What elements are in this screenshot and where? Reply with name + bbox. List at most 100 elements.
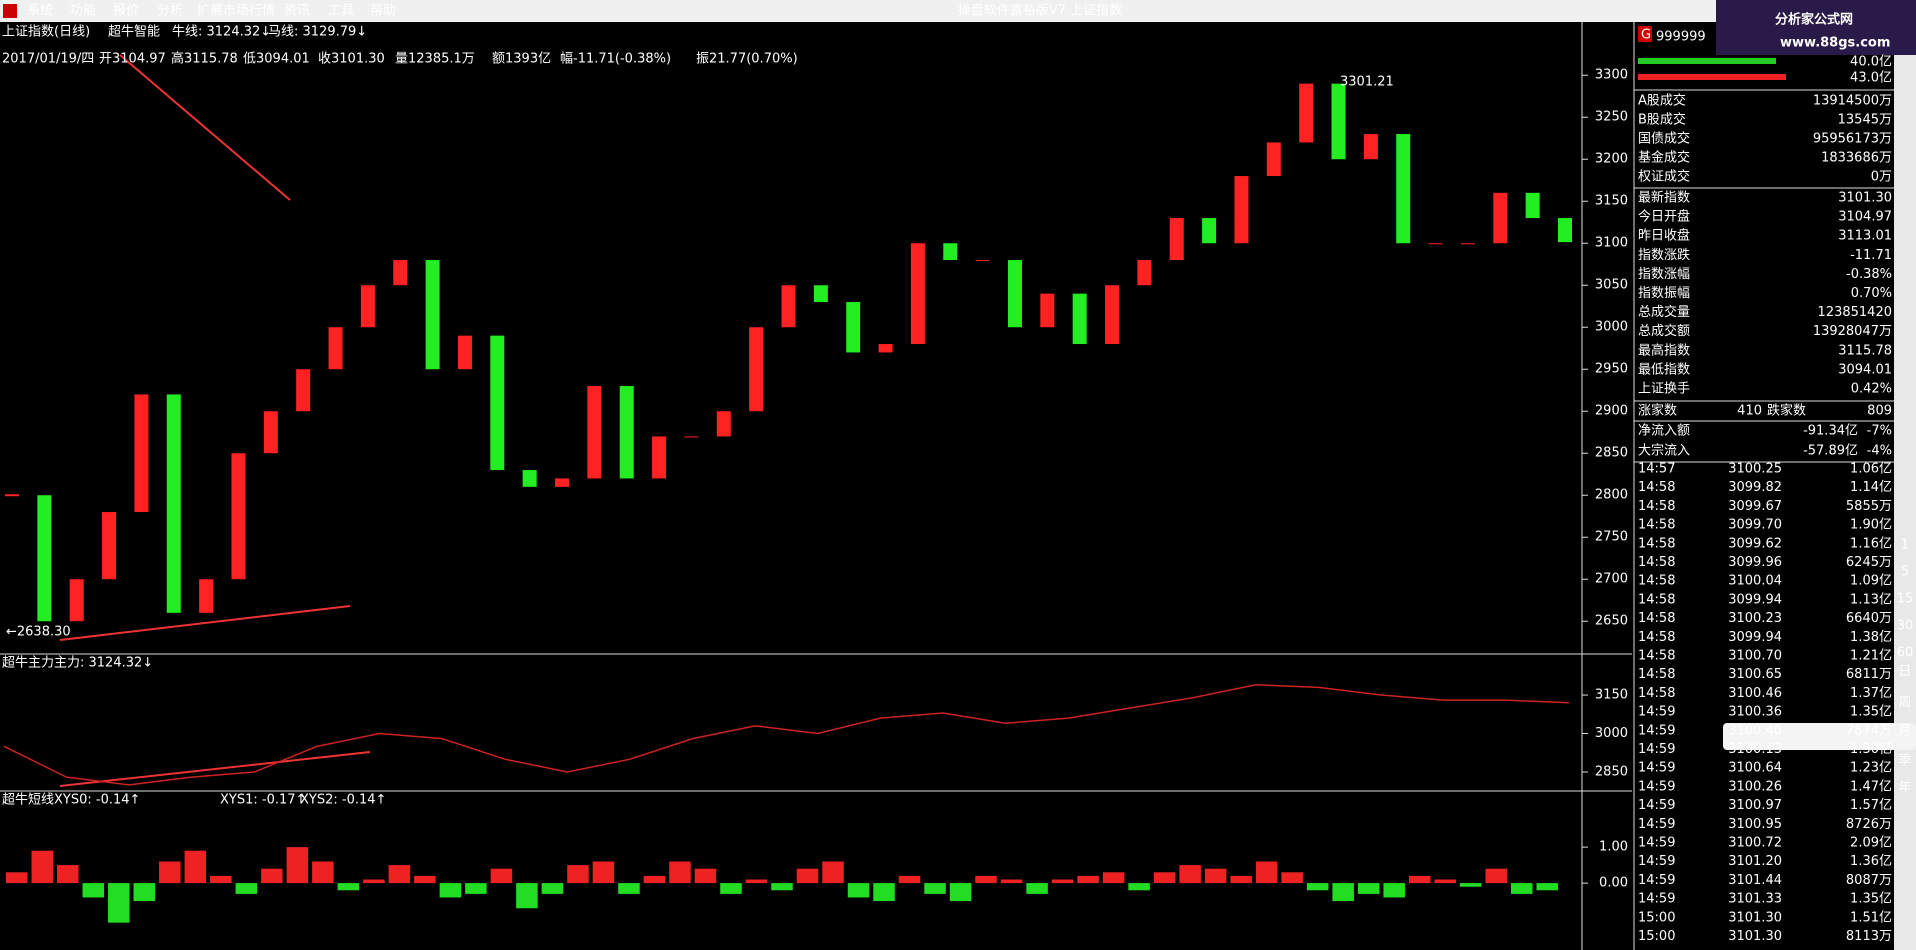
period-button[interactable]: 60 <box>1897 646 1914 661</box>
period-button[interactable]: 30 <box>1897 619 1914 634</box>
candle <box>134 394 149 513</box>
candle <box>684 436 699 438</box>
menu-item[interactable]: 扩展市场行情 <box>197 3 275 19</box>
y-tick-label: 3150 <box>1595 688 1628 703</box>
oscillator-bar <box>414 875 436 884</box>
row-label: 大宗流入 <box>1638 443 1690 459</box>
candle <box>231 453 246 580</box>
tick-price: 3101.44 <box>1728 873 1782 888</box>
candle <box>1169 218 1184 261</box>
tick-time: 14:59 <box>1638 854 1675 869</box>
tick-time: 14:59 <box>1638 779 1675 794</box>
row-label: 今日开盘 <box>1638 209 1690 225</box>
menu-item[interactable]: 资讯 <box>284 4 310 19</box>
bar-label: 40.0亿 <box>1850 55 1892 70</box>
arrow <box>59 751 371 787</box>
candle <box>393 260 408 286</box>
oscillator-bar <box>516 883 538 909</box>
oscillator-bar <box>184 850 207 884</box>
period-button[interactable]: 1 <box>1901 538 1909 553</box>
candle <box>1202 218 1217 244</box>
tick-time: 14:59 <box>1638 836 1675 851</box>
row-label: 最低指数 <box>1638 362 1690 377</box>
menu-item[interactable]: 分析 <box>157 4 183 19</box>
tick-time: 14:59 <box>1638 817 1675 832</box>
menu-item[interactable]: 功能 <box>70 4 96 19</box>
tick-volume: 1.57亿 <box>1850 798 1892 813</box>
menu-item[interactable]: 工具 <box>328 4 354 19</box>
candle <box>1363 134 1378 160</box>
row-label: 基金成交 <box>1638 150 1690 166</box>
tick-volume: 7874万 <box>1846 723 1892 738</box>
oscillator-bar <box>1281 872 1303 884</box>
row-value: 809 <box>1867 404 1892 419</box>
period-button[interactable]: 年 <box>1898 781 1911 796</box>
tick-volume: 2.09亿 <box>1850 836 1892 851</box>
row-label: 总成交额 <box>1638 323 1690 339</box>
period-button[interactable]: 5 <box>1901 565 1909 580</box>
y-tick-label: 2750 <box>1595 530 1628 545</box>
oscillator-bar <box>1204 868 1227 884</box>
menu-item[interactable]: 报价 <box>113 4 139 19</box>
menu-item[interactable]: 系统 <box>27 4 53 19</box>
menu-bar <box>0 0 1916 22</box>
tick-volume: 6640万 <box>1846 611 1892 626</box>
candle <box>1137 260 1152 286</box>
oscillator-bar <box>1128 883 1150 891</box>
oscillator-bar <box>1179 865 1201 884</box>
candle <box>457 335 472 370</box>
tick-volume: 1.35亿 <box>1850 892 1892 907</box>
candle <box>1299 83 1314 143</box>
tick-time: 14:57 <box>1638 462 1675 477</box>
tick-price: 3099.67 <box>1728 499 1782 514</box>
tick-volume: 1.36亿 <box>1850 854 1892 869</box>
panel-label: XYS1: -0.17↑ <box>220 793 306 808</box>
arrow <box>59 605 351 641</box>
period-button[interactable]: 季 <box>1898 754 1911 769</box>
period-button[interactable]: 15 <box>1897 592 1914 607</box>
tick-time: 14:58 <box>1638 555 1675 570</box>
oscillator-bar <box>924 883 946 894</box>
period-button[interactable]: 月 <box>1898 724 1911 739</box>
oscillator-bar <box>82 883 105 898</box>
sidebar <box>1894 22 1916 950</box>
panel-title: 超牛短线 <box>2 793 54 808</box>
tick-price: 3099.94 <box>1728 592 1782 607</box>
y-tick-label: 3150 <box>1595 194 1628 209</box>
tick-price: 3099.62 <box>1728 536 1782 551</box>
tick-volume: 1.13亿 <box>1850 592 1892 607</box>
candle <box>555 478 570 487</box>
tick-price: 3099.82 <box>1728 480 1782 495</box>
y-tick-label: 2700 <box>1595 572 1628 587</box>
oscillator-bar <box>1510 883 1533 894</box>
tick-time: 14:58 <box>1638 630 1675 645</box>
high-annotation: 3301.21 <box>1340 75 1394 90</box>
tick-price: 3100.70 <box>1728 649 1782 664</box>
menu-item[interactable]: 帮助 <box>370 4 396 19</box>
tick-price: 3100.13 <box>1728 742 1782 757</box>
period-button[interactable]: 日 <box>1898 665 1911 680</box>
panel-label: XYS2: -0.14↑ <box>300 793 386 808</box>
tick-volume: 1.09亿 <box>1850 574 1892 589</box>
row-value: 3115.78 <box>1838 343 1892 358</box>
candle <box>102 512 117 580</box>
oscillator-bar <box>1077 875 1099 884</box>
oscillator-bar <box>694 868 717 884</box>
oscillator-bar <box>847 883 870 898</box>
oscillator-bar <box>975 875 997 884</box>
oscillator-bar <box>1332 883 1354 902</box>
candle <box>619 386 634 479</box>
y-tick-label: 2950 <box>1595 362 1628 377</box>
tick-price: 3101.20 <box>1728 854 1782 869</box>
input-toolbar[interactable] <box>1723 723 1916 750</box>
tick-price: 3100.97 <box>1728 798 1782 813</box>
row-value: -91.34亿 <box>1803 424 1858 439</box>
tick-volume: 1.38亿 <box>1850 630 1892 645</box>
main-force-line <box>3 684 1570 786</box>
tick-time: 14:58 <box>1638 667 1675 682</box>
oscillator-bar <box>235 883 258 894</box>
candle <box>1460 243 1475 245</box>
period-button[interactable]: 周 <box>1898 696 1911 711</box>
tick-time: 14:58 <box>1638 649 1675 664</box>
candle <box>1072 293 1087 345</box>
